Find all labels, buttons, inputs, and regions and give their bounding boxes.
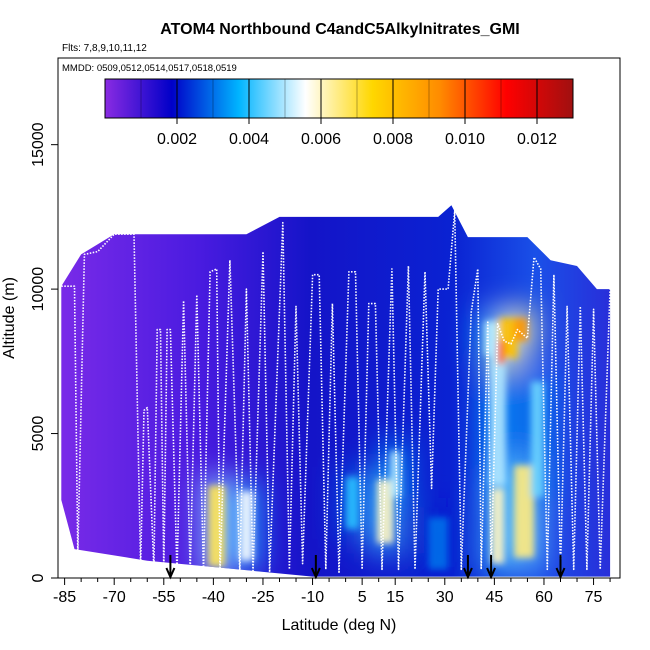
hotspot	[428, 517, 449, 570]
hotspot	[514, 318, 528, 342]
y-tick-label: 5000	[30, 416, 47, 452]
x-tick-label: 45	[485, 589, 503, 606]
colorbar-tick-label: 0.006	[301, 131, 341, 148]
flight-arrows	[165, 555, 566, 580]
x-tick-label: 15	[386, 589, 404, 606]
flight-arrow-head	[310, 567, 321, 580]
x-tick-label: -55	[152, 589, 175, 606]
flight-arrow-head	[486, 567, 496, 580]
hotspot	[239, 491, 254, 561]
y-tick-label: 0	[30, 573, 47, 582]
y-axis: 0 5000 10000 15000	[30, 122, 58, 582]
flight-arrow-head	[463, 567, 473, 580]
x-tick-label: -10	[301, 589, 324, 606]
y-tick-label: 15000	[30, 122, 47, 167]
colorbar-tick-label: 0.012	[517, 131, 557, 148]
colorbar-tick-label: 0.004	[229, 131, 269, 148]
colorbar-ticks: 0.002 0.004 0.006 0.008 0.010 0.012	[140, 79, 557, 148]
hotspot	[484, 320, 498, 356]
x-tick-label: -40	[202, 589, 225, 606]
hotspot	[530, 381, 544, 498]
colorbar-rect	[104, 78, 574, 119]
flights-label: Flts: 7,8,9,10,11,12	[62, 43, 147, 54]
x-axis-label: Latitude (deg N)	[282, 617, 397, 634]
hotspot	[514, 465, 535, 558]
dates-label: MMDD: 0509,0512,0514,0517,0518,0519	[62, 63, 237, 74]
plot-frame	[57, 57, 621, 579]
colorbar: 0.002 0.004 0.006 0.008 0.010 0.012	[104, 78, 574, 148]
x-tick-label: 60	[535, 589, 553, 606]
chart-title: ATOM4 Northbound C4andC5Alkylnitrates_GM…	[160, 21, 519, 38]
flight-track	[61, 210, 611, 573]
colorbar-tick-label: 0.002	[157, 131, 197, 148]
flight-arrow-head	[165, 567, 176, 580]
colorbar-tick-label: 0.010	[445, 131, 485, 148]
hotspot	[345, 476, 359, 529]
x-tick-label: 30	[436, 589, 454, 606]
flight-arrow-head	[555, 567, 566, 580]
x-tick-label: -25	[251, 589, 274, 606]
x-axis: -85 -70 -55 -40 -25 -10 5 15 30 45 60 75	[53, 578, 611, 606]
y-tick-label: 10000	[30, 267, 47, 312]
x-tick-label: 75	[585, 589, 603, 606]
x-tick-label: 5	[358, 589, 367, 606]
hotspot	[390, 450, 401, 498]
hotspot	[497, 341, 505, 365]
hotspot	[208, 485, 225, 567]
curtain-layer	[61, 205, 611, 577]
colorbar-tick-label: 0.008	[373, 131, 413, 148]
x-tick-label: -85	[53, 589, 76, 606]
y-axis-label: Altitude (m)	[1, 277, 18, 359]
x-tick-label: -70	[103, 589, 126, 606]
hotspot	[491, 488, 505, 564]
